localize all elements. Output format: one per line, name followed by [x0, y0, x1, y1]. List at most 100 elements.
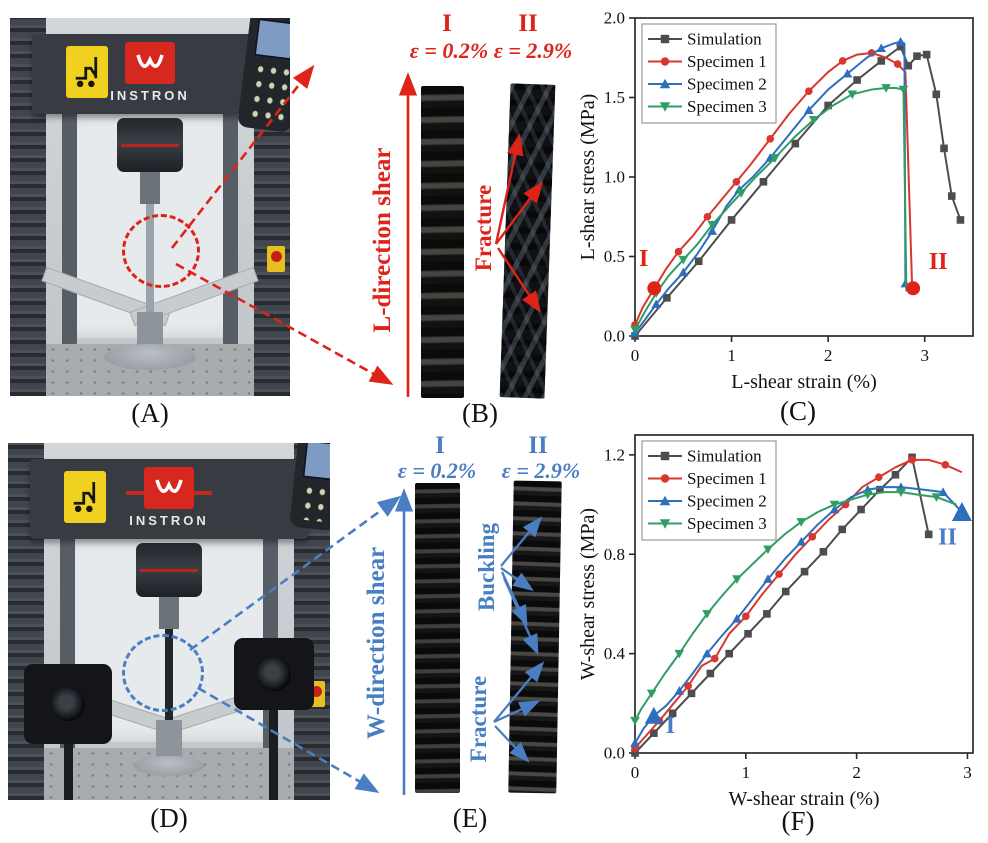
camera-lens-icon	[51, 687, 85, 721]
panel-e-strain-i: ε = 0.2%	[397, 458, 477, 483]
panel-e-numeral-i: I	[435, 432, 445, 459]
series-specimen-3	[630, 488, 957, 726]
svg-text:1.5: 1.5	[604, 88, 625, 107]
caption-b: (B)	[462, 398, 498, 428]
svg-text:2.0: 2.0	[604, 9, 625, 28]
panel-e-direction-label: W-direction shear	[363, 546, 390, 740]
chart-axes: 0 1 2 3 0.0 0.4 0.8 1.2 W-shear strain (%) W-shea…	[577, 434, 974, 810]
svg-text:Specimen 3: Specimen 3	[687, 97, 767, 116]
chart-legend: Simulation Specimen 1 Specimen 2 Specimen 3	[641, 23, 777, 124]
caption-d: (D)	[150, 803, 188, 833]
panel-e-fracture-label: Fracture	[466, 675, 491, 763]
forklift-warning-icon	[64, 471, 106, 523]
specimen-e1-undeformed	[415, 483, 460, 793]
frame-pillar-left	[62, 114, 77, 396]
svg-text:0.8: 0.8	[604, 545, 625, 564]
panel-e-buckling-label: Buckling	[474, 522, 499, 612]
emergency-stop-red-cap	[271, 251, 282, 262]
panel-e-numeral-ii: II	[528, 432, 548, 459]
series-simulation	[631, 453, 933, 757]
svg-text:II: II	[938, 524, 957, 550]
specimen-highlight-circle	[122, 634, 204, 712]
svg-text:1.2: 1.2	[604, 445, 625, 464]
caption-c: (C)	[780, 396, 816, 426]
svg-text:0.0: 0.0	[604, 744, 625, 763]
instron-logo-icon	[125, 42, 175, 84]
l-shear-stress-strain-chart: 0 1 2 3 0.0 0.5 1.0 1.5 2.0 L-shear strain (%) L-s…	[577, 9, 974, 393]
svg-text:I: I	[666, 713, 675, 739]
svg-text:3: 3	[963, 763, 972, 782]
pendant-keypad	[244, 57, 290, 125]
svg-text:Specimen 2: Specimen 2	[687, 492, 767, 511]
load-cell	[117, 118, 183, 172]
pendant-screen	[302, 443, 330, 481]
svg-text:Simulation: Simulation	[687, 447, 762, 466]
pendant-screen	[253, 18, 290, 61]
photo-instron-l-shear-test: INSTRON	[10, 18, 290, 396]
specimen-b2-fractured	[499, 83, 556, 399]
svg-text:Specimen 1: Specimen 1	[687, 469, 767, 488]
svg-text:Specimen 1: Specimen 1	[687, 52, 767, 71]
dic-camera-left	[24, 664, 112, 744]
upper-grip-adapter	[159, 597, 179, 629]
camera-stand-left	[64, 742, 73, 800]
panel-b-strain-i: ε = 0.2%	[409, 38, 489, 63]
pendant-keypad	[296, 479, 330, 523]
load-cell-ring	[140, 569, 198, 572]
panel-b-direction-label: L-direction shear	[369, 147, 396, 333]
svg-text:Specimen 3: Specimen 3	[687, 514, 767, 533]
instron-logo-icon	[144, 467, 194, 509]
instron-brand-text: INSTRON	[110, 88, 190, 103]
camera-lens-icon	[257, 657, 291, 691]
chart-axes: 0 1 2 3 0.0 0.5 1.0 1.5 2.0 L-shear strain (%) L-s…	[577, 9, 974, 393]
caption-a: (A)	[131, 398, 169, 428]
svg-text:Simulation: Simulation	[687, 30, 762, 49]
series-specimen-1	[631, 49, 916, 329]
svg-text:3: 3	[920, 346, 929, 365]
svg-text:L-shear strain (%): L-shear strain (%)	[731, 371, 877, 393]
svg-text:1: 1	[742, 763, 751, 782]
svg-text:L-shear stress (MPa): L-shear stress (MPa)	[578, 94, 599, 261]
svg-text:0.5: 0.5	[604, 247, 625, 266]
svg-text:W-shear stress (MPa): W-shear stress (MPa)	[578, 508, 599, 680]
svg-text:II: II	[929, 249, 948, 275]
panel-b-numeral-ii: II	[518, 10, 538, 37]
svg-text:0.0: 0.0	[604, 327, 625, 346]
series-specimen-2	[630, 37, 911, 337]
panel-b-numeral-i: I	[442, 10, 452, 37]
chart-legend: Simulation Specimen 1 Specimen 2 Specimen 3	[641, 440, 777, 541]
specimen-highlight-circle	[122, 214, 200, 288]
svg-text:1: 1	[727, 346, 736, 365]
chart-annotations: III	[644, 502, 972, 739]
crosshead-beam: INSTRON	[30, 459, 308, 539]
svg-text:Specimen 2: Specimen 2	[687, 75, 767, 94]
panel-e-strain-ii: ε = 2.9%	[501, 458, 581, 483]
caption-f: (F)	[781, 806, 815, 836]
photo-instron-w-shear-test: INSTRON	[8, 443, 330, 800]
panel-b-strain-ii: ε = 2.9%	[493, 38, 573, 63]
instron-brand-text: INSTRON	[129, 513, 209, 528]
base-flange	[104, 344, 196, 370]
panel-b-fracture-label: Fracture	[471, 184, 496, 272]
base-flange	[134, 756, 204, 776]
upper-grip-adapter	[140, 172, 160, 204]
svg-text:I: I	[639, 246, 648, 272]
svg-text:0: 0	[631, 346, 640, 365]
specimen-b1-undeformed	[421, 86, 464, 398]
series-simulation	[631, 42, 965, 340]
svg-text:W-shear strain (%): W-shear strain (%)	[728, 788, 879, 810]
svg-text:0: 0	[631, 763, 640, 782]
specimen-e2-buckled-fractured	[508, 480, 562, 794]
svg-text:1.0: 1.0	[604, 168, 625, 187]
load-cell-ring	[121, 144, 179, 147]
l-shear-chart-panel: 0 1 2 3 0.0 0.5 1.0 1.5 2.0 L-shear strain (%) L-s…	[577, 6, 983, 408]
emergency-stop-button	[267, 246, 285, 272]
forklift-warning-icon	[66, 46, 108, 98]
crosshead-beam: INSTRON	[32, 34, 268, 114]
dic-camera-right	[234, 638, 314, 710]
svg-text:2: 2	[852, 763, 861, 782]
svg-text:0.4: 0.4	[604, 644, 626, 663]
caption-e: (E)	[452, 803, 488, 833]
